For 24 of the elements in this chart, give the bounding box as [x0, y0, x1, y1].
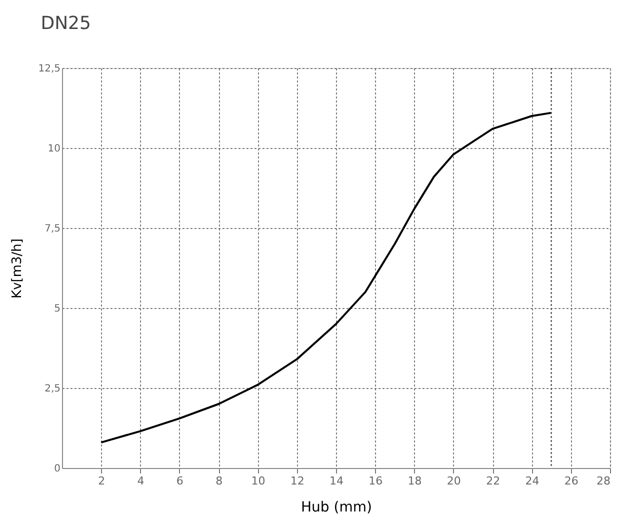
y-tick-label: 0: [54, 464, 60, 474]
y-tick-label: 12,5: [38, 64, 60, 74]
x-tick-label: 24: [525, 474, 540, 488]
x-tick-label: 6: [176, 474, 184, 488]
chart-title: DN25: [40, 13, 91, 34]
y-axis-title: Kv[m3/h]: [10, 238, 26, 298]
line-series: [100, 112, 552, 444]
x-tick-label: 10: [251, 474, 266, 488]
x-tick-label: 22: [486, 474, 500, 488]
x-tick-label: 8: [216, 474, 223, 488]
x-tick-label: 18: [408, 474, 422, 488]
x-axis-title: Hub (mm): [301, 500, 372, 516]
x-tick-label: 16: [368, 474, 383, 488]
x-tick-label: 26: [564, 474, 578, 488]
y-tick-label: 5: [54, 304, 60, 314]
x-tick-label: 2: [98, 474, 106, 488]
x-tick-label: 20: [446, 474, 461, 488]
y-tick-label: 7,5: [44, 224, 60, 234]
x-tick-label: 14: [330, 474, 344, 488]
x-tick-label: 28: [596, 474, 610, 488]
y-tick-label: 2,5: [44, 384, 60, 394]
x-tick-label: 12: [290, 474, 304, 488]
x-tick-label: 4: [137, 474, 144, 488]
y-tick-label: 10: [48, 144, 60, 154]
